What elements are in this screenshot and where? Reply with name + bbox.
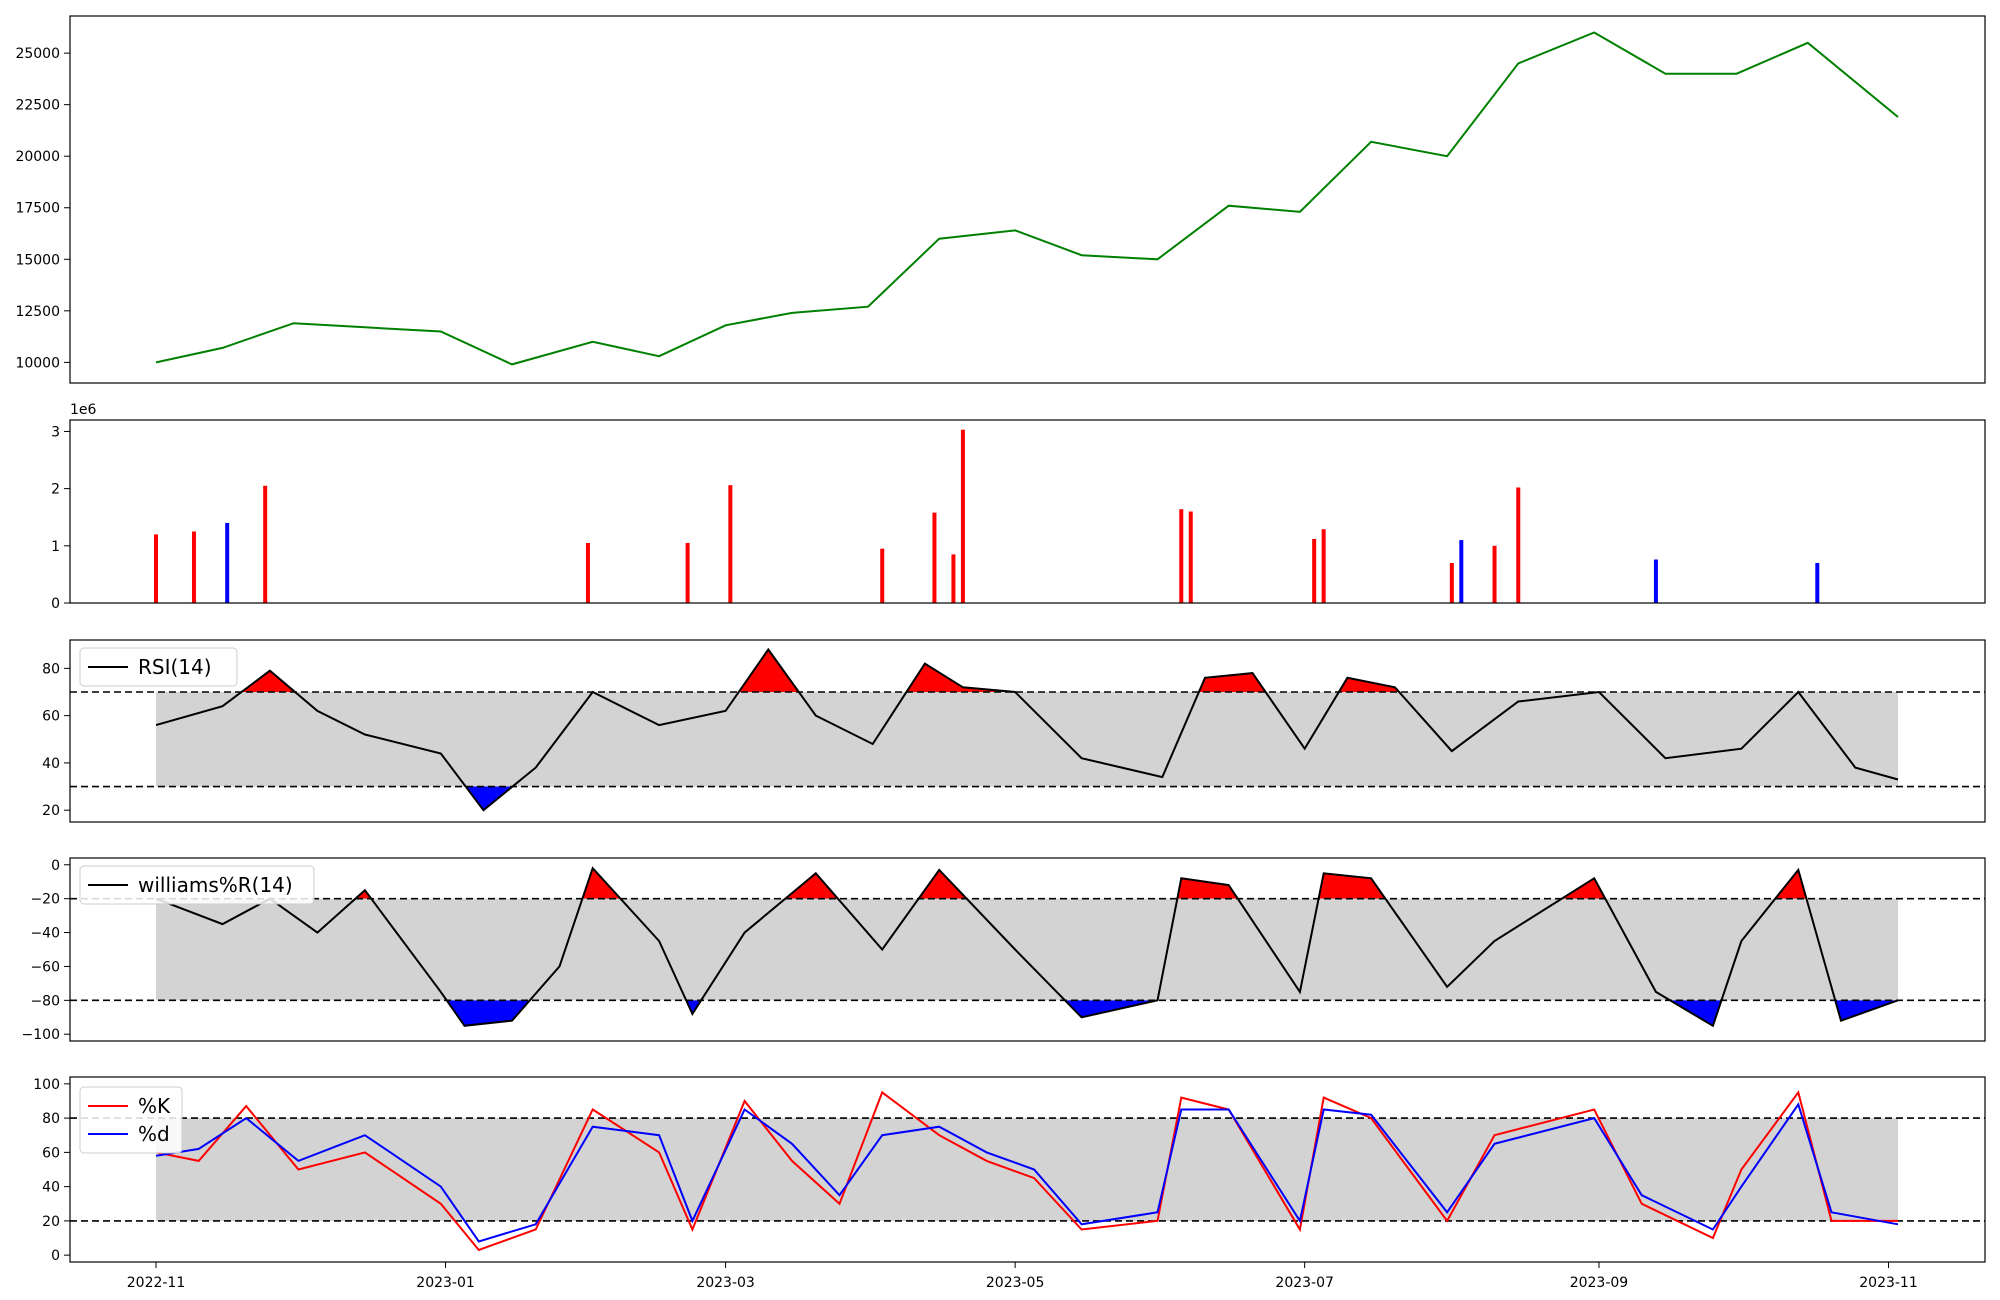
x-tick-label: 2023-09 <box>1570 1275 1629 1291</box>
y-tick-label: 22500 <box>15 98 60 114</box>
y-tick-label: 17500 <box>15 201 60 217</box>
rsi-axes <box>69 639 1986 823</box>
volume-bar <box>932 512 937 603</box>
x-tick-label: 2023-11 <box>1859 1275 1918 1291</box>
price-axes <box>69 15 1986 384</box>
overbought-fill <box>906 663 1016 692</box>
y-tick-label: 15000 <box>15 252 60 268</box>
overbought-fill <box>1775 869 1807 899</box>
y-tick-label: −20 <box>30 892 60 908</box>
overbought-fill <box>918 869 967 899</box>
volume-bar <box>191 531 196 603</box>
volume-bar <box>1516 487 1521 603</box>
rsi-panel: 20 40 60 80 RSI(14) <box>42 639 1986 823</box>
overbought-fill <box>1561 878 1606 899</box>
x-tick-label: 2022-11 <box>127 1275 186 1291</box>
volume-bar <box>951 554 956 603</box>
y-tick-label: 20 <box>42 803 60 819</box>
overbought-fill <box>1318 873 1386 899</box>
williams-r-line <box>155 866 1899 1028</box>
y-tick-label: 3 <box>51 424 60 440</box>
volume-panel: 0 1 2 3 1e6 <box>51 402 1986 612</box>
y-tick-label: 40 <box>42 756 60 772</box>
williams-r-axes <box>69 857 1986 1042</box>
legend-label: RSI(14) <box>138 655 212 679</box>
volume-bar <box>1815 562 1820 603</box>
volume-bar <box>1179 509 1184 603</box>
y-tick-label: 0 <box>51 1248 60 1264</box>
y-tick-label: 80 <box>42 661 60 677</box>
legend-label: %K <box>138 1094 171 1118</box>
y-tick-label: 60 <box>42 709 60 725</box>
legend-box <box>79 865 315 905</box>
oversold-fill <box>686 1000 702 1014</box>
y-tick-label: 80 <box>42 1111 60 1127</box>
volume-bar <box>263 485 268 603</box>
stochastic-axes <box>69 1076 1986 1263</box>
legend-label: %d <box>138 1122 170 1146</box>
legend-box <box>79 647 238 687</box>
overbought-fill <box>582 868 621 899</box>
x-tick-label: 2023-05 <box>986 1275 1045 1291</box>
volume-bar <box>1188 511 1193 603</box>
overbought-fill <box>1198 673 1266 692</box>
oversold-fill <box>465 786 513 811</box>
x-tick-label: 2023-01 <box>416 1275 475 1291</box>
y-tick-label: 100 <box>33 1077 60 1093</box>
overbought-fill <box>1177 878 1238 899</box>
y-tick-label: 2 <box>51 482 60 498</box>
volume-bar <box>154 534 158 603</box>
volume-bar <box>1321 529 1326 603</box>
price-panel: 10000 12500 15000 17500 20000 22500 25000 <box>15 15 1986 384</box>
volume-bar <box>1459 540 1464 603</box>
x-tick-label: 2023-07 <box>1275 1275 1334 1291</box>
overbought-fill <box>241 670 295 692</box>
legend-box <box>79 1086 183 1154</box>
stochastic-panel: 0 20 40 60 80 100 %K %d 2022-11 2023-01 2023-03 202… <box>33 1076 1986 1291</box>
y-tick-label: −100 <box>22 1027 60 1043</box>
y-tick-label: −40 <box>30 926 60 942</box>
volume-bar <box>728 485 733 603</box>
y-tick-label: 60 <box>42 1145 60 1161</box>
overbought-fill <box>355 890 372 899</box>
oversold-fill <box>446 1000 530 1026</box>
y-tick-label: 25000 <box>15 46 60 62</box>
overbought-fill <box>1338 677 1400 692</box>
x-tick-label: 2023-03 <box>696 1275 755 1291</box>
volume-bar <box>960 429 965 603</box>
price-line <box>155 31 1899 366</box>
legend-label: williams%R(14) <box>138 873 293 897</box>
volume-bar <box>225 522 230 603</box>
rsi-line <box>155 647 1899 812</box>
volume-bar <box>1653 559 1658 603</box>
y-tick-label: 1 <box>51 539 60 555</box>
y-tick-label: 20 <box>42 1214 60 1230</box>
neutral-band <box>156 692 1898 787</box>
williams-r-panel: 0 −20 −40 −60 −80 −100 williams%R(14) <box>22 857 1986 1043</box>
overbought-fill <box>738 649 799 692</box>
d-line <box>155 1102 1899 1243</box>
volume-axes <box>69 419 1986 604</box>
neutral-band <box>156 898 1898 1001</box>
volume-multiplier-label: 1e6 <box>70 402 97 418</box>
y-tick-label: −60 <box>30 959 60 975</box>
volume-bar <box>685 542 690 603</box>
y-tick-label: 20000 <box>15 149 60 165</box>
oversold-fill <box>1670 1000 1722 1026</box>
y-tick-label: 0 <box>51 858 60 874</box>
volume-bar <box>880 548 885 603</box>
y-tick-label: 12500 <box>15 304 60 320</box>
y-tick-label: 10000 <box>15 355 60 371</box>
volume-bar <box>1492 545 1497 603</box>
volume-bar <box>1312 538 1317 603</box>
y-tick-label: 40 <box>42 1180 60 1196</box>
volume-bar <box>585 542 590 603</box>
overbought-fill <box>785 873 838 899</box>
y-tick-label: 0 <box>51 596 60 612</box>
volume-bar <box>1449 562 1454 603</box>
y-tick-label: −80 <box>30 993 60 1009</box>
